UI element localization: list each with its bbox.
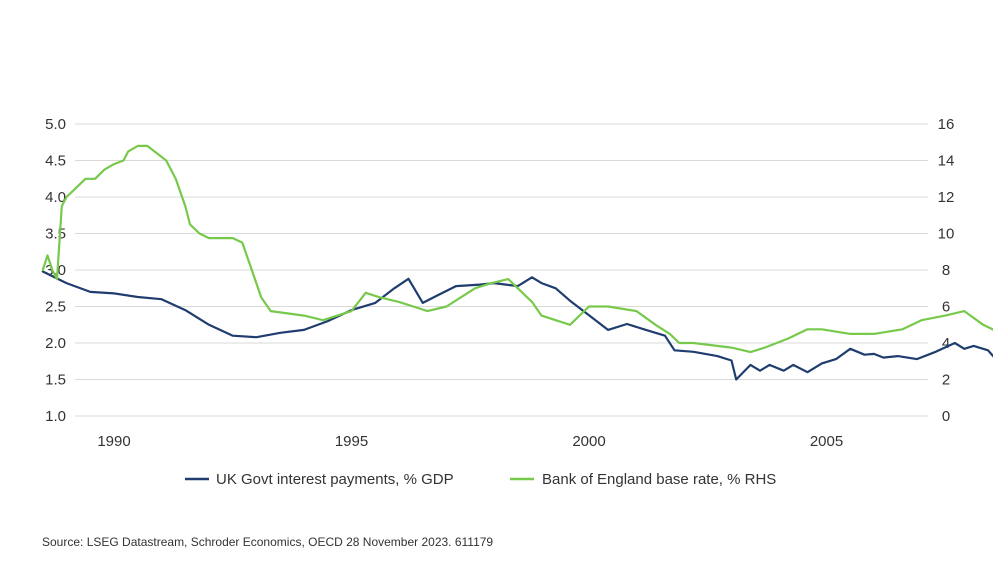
y-left-tick-label: 1.5 [45, 372, 66, 389]
x-tick-label: 1990 [97, 433, 130, 450]
y-left-tick-label: 4.5 [45, 153, 66, 170]
x-axis: 1990199520002005201020152020 [97, 433, 843, 450]
x-tick-label: 1995 [335, 433, 368, 450]
y-left-tick-label: 2.5 [45, 299, 66, 316]
y-right-tick-label: 6 [942, 299, 950, 316]
legend-label-base-rate: Bank of England base rate, % RHS [542, 471, 776, 488]
legend: UK Govt interest payments, % GDP Bank of… [185, 471, 776, 488]
y-right-tick-label: 14 [938, 153, 955, 170]
y-right-tick-label: 16 [938, 116, 955, 133]
y-right-tick-label: 10 [938, 226, 955, 243]
y-left-tick-label: 3.5 [45, 226, 66, 243]
series-line-base-rate [41, 144, 993, 354]
x-tick-label: 2005 [810, 433, 843, 450]
y-right-tick-label: 2 [942, 372, 950, 389]
y-right-axis: 0 2 4 6 8 10 12 14 16 [938, 116, 955, 425]
y-left-tick-label: 4.0 [45, 189, 66, 206]
x-tick-label: 2000 [572, 433, 605, 450]
y-left-axis: 1.01.52.02.53.03.54.04.55.0 [45, 116, 66, 425]
series-line-interest-payments [41, 270, 993, 381]
y-left-tick-label: 5.0 [45, 116, 66, 133]
y-right-tick-label: 12 [938, 189, 955, 206]
legend-label-interest: UK Govt interest payments, % GDP [216, 471, 454, 488]
y-right-tick-label: 8 [942, 262, 950, 279]
y-left-tick-label: 1.0 [45, 408, 66, 425]
source-note: Source: LSEG Datastream, Schroder Econom… [42, 535, 494, 549]
grid-layer [75, 123, 928, 417]
y-right-tick-label: 0 [942, 408, 950, 425]
y-right-tick-label: 4 [942, 335, 950, 352]
series-layer [41, 144, 993, 381]
y-left-tick-label: 2.0 [45, 335, 66, 352]
